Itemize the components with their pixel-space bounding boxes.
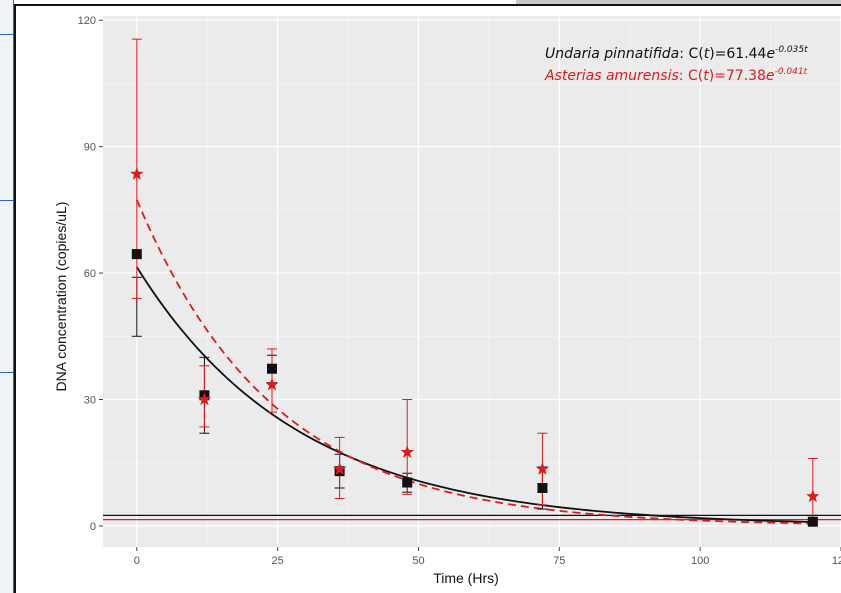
equation-part: C( — [688, 68, 703, 84]
background-side-panel — [0, 0, 14, 593]
y-axis-ticks: 0 30 60 90 120 — [78, 15, 103, 533]
equation-text: Asterias amurensis: C(t)=77.38e-0.041t — [544, 67, 808, 84]
x-tick-label: 100 — [691, 555, 709, 567]
star-marker — [130, 167, 144, 180]
equation-part: e — [766, 68, 775, 84]
star-marker — [535, 462, 550, 475]
x-tick-label: 75 — [553, 555, 565, 567]
star-marker — [400, 445, 414, 458]
x-tick-label: 50 — [412, 555, 424, 567]
data-points — [130, 167, 820, 527]
equation-legend: Undaria pinnatifida: C(t)=61.44e-0.035tA… — [544, 45, 808, 84]
equation-part: -0.041t — [775, 67, 808, 77]
star-marker — [332, 462, 347, 475]
plot-panel — [103, 16, 841, 547]
equation-part: : — [679, 46, 688, 62]
equation-part: Undaria pinnatifida — [545, 46, 679, 62]
y-tick-label: 60 — [84, 268, 96, 280]
x-tick-label: 125 — [832, 555, 841, 567]
background-image-strip — [516, 0, 841, 4]
background-rule — [0, 372, 14, 373]
square-marker — [402, 477, 413, 488]
background-edge — [13, 0, 14, 593]
x-tick-label: 25 — [272, 555, 284, 567]
equation-part: : — [679, 68, 688, 84]
square-marker — [807, 516, 818, 527]
equation-part: e — [766, 46, 775, 62]
square-marker — [131, 249, 142, 260]
star-marker — [197, 392, 212, 406]
y-tick-label: 30 — [84, 395, 96, 407]
minor-grid — [103, 16, 841, 547]
equation-part: )=61.44 — [709, 46, 766, 62]
equation-part: t — [703, 68, 709, 84]
fit-curve — [136, 266, 813, 523]
x-tick-label: 0 — [134, 555, 140, 567]
y-tick-label: 120 — [78, 15, 96, 27]
square-marker — [537, 483, 548, 493]
equation-part: C( — [688, 46, 703, 62]
star-marker — [806, 489, 820, 503]
square-marker — [267, 363, 278, 374]
equation-part: t — [704, 46, 710, 62]
background-rule — [0, 34, 14, 35]
y-axis-title: DNA concentration (copies/uL) — [53, 202, 69, 392]
fit-curve — [135, 199, 813, 525]
background-rule — [0, 200, 14, 201]
equation-part: -0.035t — [775, 45, 808, 55]
x-axis-ticks: 0 25 50 75 100 125 — [134, 547, 841, 567]
equation-part: Asterias amurensis — [544, 68, 679, 84]
star-marker — [265, 377, 279, 391]
equation-part: )=77.38 — [709, 68, 766, 84]
equation-text: Undaria pinnatifida: C(t)=61.44e-0.035t — [545, 45, 808, 62]
fit-curves — [135, 199, 813, 525]
x-axis-title: Time (Hrs) — [433, 570, 499, 586]
y-tick-label: 0 — [90, 521, 96, 533]
y-tick-label: 90 — [84, 142, 96, 154]
